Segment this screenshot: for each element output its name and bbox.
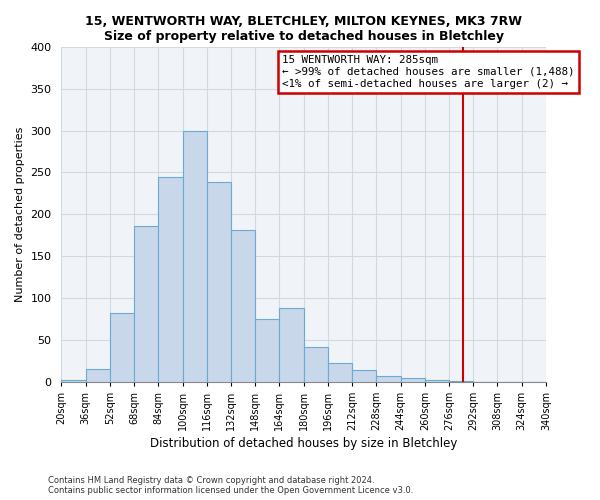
Text: 15 WENTWORTH WAY: 285sqm
← >99% of detached houses are smaller (1,488)
<1% of se: 15 WENTWORTH WAY: 285sqm ← >99% of detac…	[282, 56, 574, 88]
Y-axis label: Number of detached properties: Number of detached properties	[15, 126, 25, 302]
Bar	[207, 182, 231, 382]
Bar	[255, 319, 280, 382]
Bar	[110, 313, 134, 382]
Bar	[182, 130, 207, 382]
Bar	[61, 380, 86, 382]
Bar	[280, 308, 304, 382]
Bar	[376, 376, 401, 382]
Bar	[401, 378, 425, 382]
Bar	[328, 363, 352, 382]
Bar	[231, 230, 255, 382]
Bar	[86, 369, 110, 382]
Bar	[352, 370, 376, 382]
Bar	[158, 176, 182, 382]
Bar	[449, 381, 473, 382]
Bar	[425, 380, 449, 382]
X-axis label: Distribution of detached houses by size in Bletchley: Distribution of detached houses by size …	[150, 437, 457, 450]
Text: Contains HM Land Registry data © Crown copyright and database right 2024.
Contai: Contains HM Land Registry data © Crown c…	[48, 476, 413, 495]
Title: 15, WENTWORTH WAY, BLETCHLEY, MILTON KEYNES, MK3 7RW
Size of property relative t: 15, WENTWORTH WAY, BLETCHLEY, MILTON KEY…	[85, 15, 522, 43]
Bar	[304, 346, 328, 382]
Bar	[134, 226, 158, 382]
